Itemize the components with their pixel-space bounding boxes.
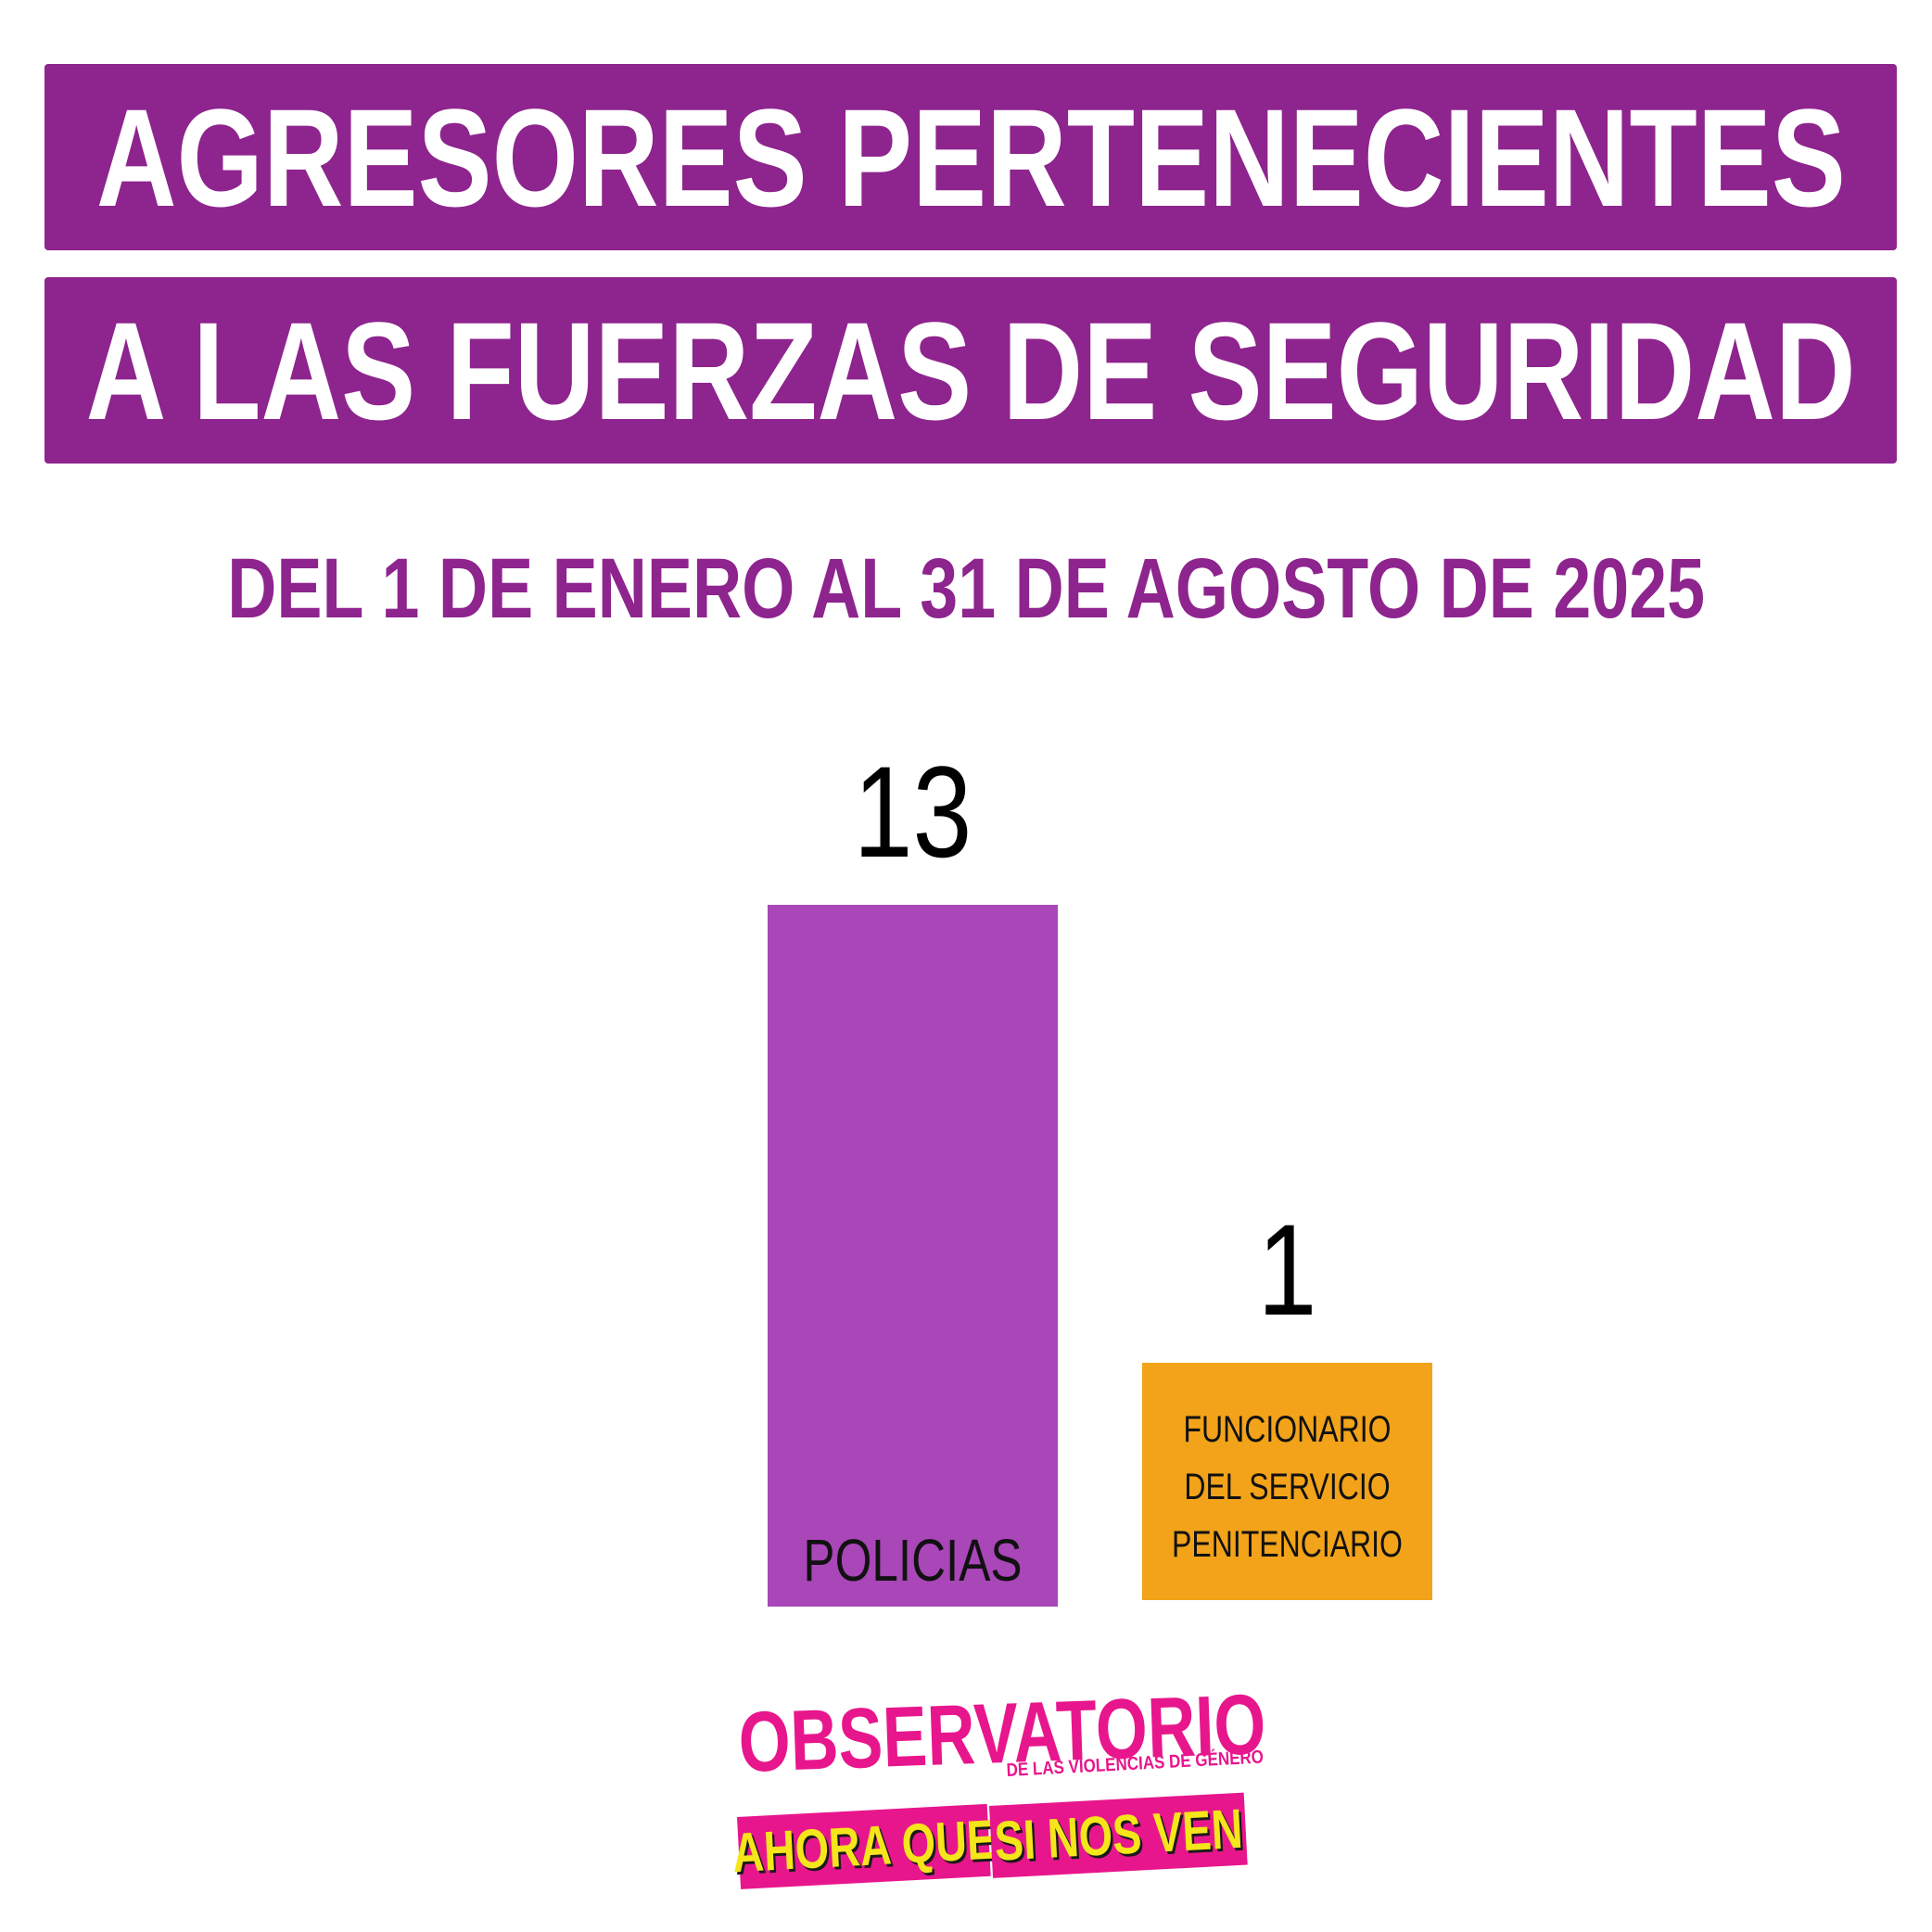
category-label-2-line-3: PENITENCIARIO <box>1172 1523 1403 1565</box>
logo-box-si-nos-ven: SI NOS VEN <box>989 1792 1248 1878</box>
date-range-subtitle: DEL 1 DE ENERO AL 31 DE AGOSTO DE 2025 <box>0 542 1932 635</box>
title-line-1: AGRESORES PERTENECIENTES <box>95 79 1846 235</box>
logo-text-si-nos-ven: SI NOS VEN <box>992 1797 1244 1873</box>
category-label-1-line-1: POLICIAS <box>803 1529 1022 1595</box>
data-label-2: 1 <box>1258 1198 1317 1342</box>
title-line-2: A LAS FUERZAS DE SEGURIDAD <box>85 292 1856 449</box>
bar-1 <box>768 905 1058 1607</box>
logo-title: OBSERVATORIO <box>736 1677 1268 1790</box>
logo-text-ahora-que: AHORA QUE <box>731 1808 998 1885</box>
category-label-2-line-1: FUNCIONARIO <box>1184 1408 1392 1450</box>
bar-2 <box>1142 1363 1432 1600</box>
category-label-2-line-2: DEL SERVICIO <box>1184 1466 1390 1507</box>
logo-box-ahora-que: AHORA QUE <box>731 1803 998 1889</box>
title-banner-line-2: A LAS FUERZAS DE SEGURIDAD <box>44 277 1897 464</box>
date-range-text: DEL 1 DE ENERO AL 31 DE AGOSTO DE 2025 <box>227 541 1705 636</box>
title-banner-line-1: AGRESORES PERTENECIENTES <box>44 64 1897 250</box>
data-label-1: 13 <box>854 740 972 884</box>
observatorio-logo: OBSERVATORIO DE LAS VIOLENCIAS DE GÉNERO… <box>731 1677 1267 1910</box>
